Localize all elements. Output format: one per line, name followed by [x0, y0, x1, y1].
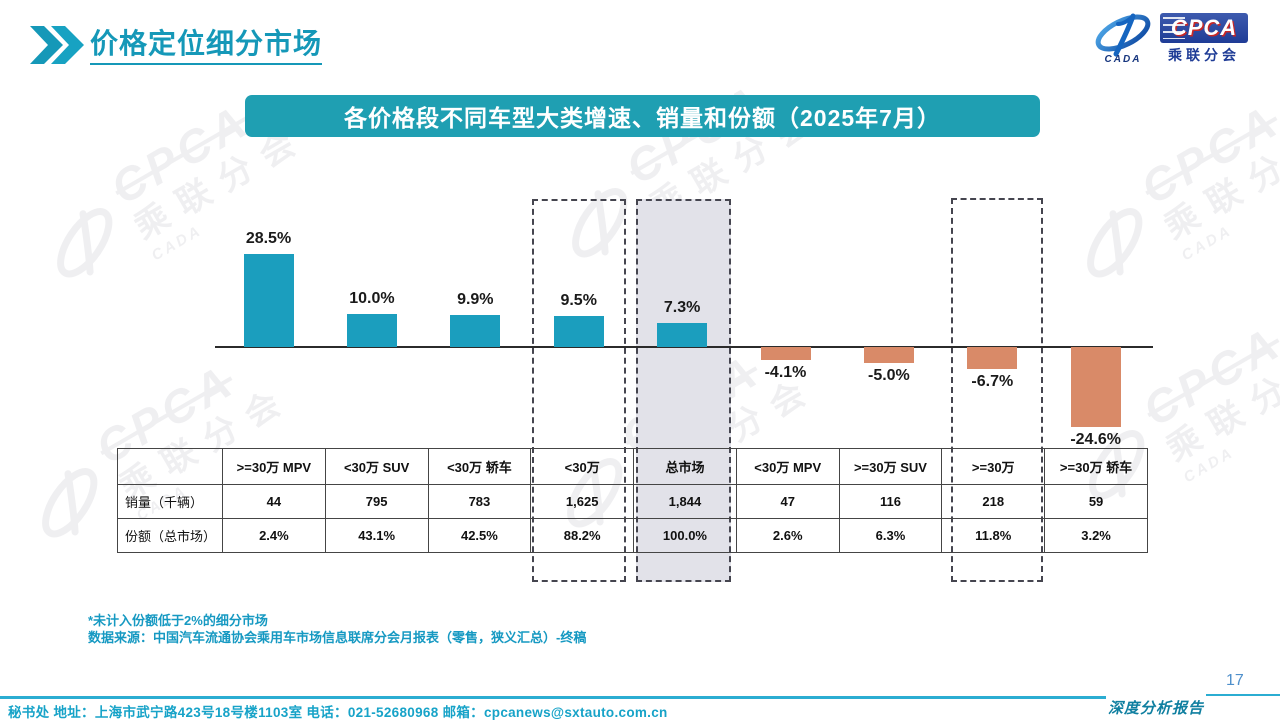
- bar-value-label: -4.1%: [764, 364, 807, 382]
- table-cell: 42.5%: [427, 518, 532, 553]
- table-cell: 783: [427, 484, 532, 519]
- column-header: <30万 SUV: [324, 448, 429, 485]
- table-body: 销量（千辆） 44 795 783 1,625 1,844 47 116 218 59 份额（总市场…: [117, 484, 1148, 553]
- cpca-logo: CADA CPCA 乘联分会: [1092, 12, 1248, 65]
- table-cell: 11.8%: [941, 518, 1046, 553]
- bar->=30万 轿车: [1070, 347, 1121, 428]
- segment-data-table: >=30万 MPV <30万 SUV <30万 轿车 <30万 总市场 <30万 MPV >…: [117, 448, 1148, 553]
- bar-value-label: -5.0%: [867, 367, 910, 385]
- report-label: 深度分析报告: [1108, 699, 1205, 717]
- x-axis-line: [215, 346, 1153, 348]
- table-cell: 116: [838, 484, 943, 519]
- footer-divider: [0, 696, 1106, 699]
- table-cell: 6.3%: [838, 518, 943, 553]
- cada-logo-mark: CADA: [1092, 12, 1154, 65]
- watermark-swoosh-icon: [1086, 207, 1143, 278]
- table-cell: 47: [735, 484, 840, 519]
- table-cell: 218: [941, 484, 1046, 519]
- footer-contact: 秘书处 地址：上海市武宁路423号18号楼1103室 电话：021-526809…: [8, 705, 668, 720]
- table-corner-cell: [117, 448, 223, 485]
- header: 价格定位细分市场: [30, 26, 323, 65]
- bar-value-label: -6.7%: [971, 372, 1014, 390]
- table-cell: 2.6%: [735, 518, 840, 553]
- table-cell: 795: [324, 484, 429, 519]
- double-chevron-icon: [30, 26, 84, 64]
- cpca-logo-text: CPCA 乘联分会: [1160, 12, 1248, 65]
- table-row: 份额（总市场） 2.4% 43.1% 42.5% 88.2% 100.0% 2.6% 6.3%…: [117, 518, 1148, 553]
- cpca-wordmark: CPCA: [1160, 12, 1248, 43]
- bar-value-label: 7.3%: [663, 299, 701, 317]
- data-source: 数据来源：中国汽车流通协会乘用车市场信息联席分会月报表（零售，狭义汇总）-终稿: [88, 630, 587, 645]
- column-header: <30万 MPV: [735, 448, 840, 485]
- bar-<30万: [553, 316, 604, 347]
- bar-value-label: 28.5%: [245, 230, 292, 248]
- watermark-swoosh-icon: [56, 207, 113, 278]
- bar-value-label: 10.0%: [349, 290, 395, 308]
- column-header: <30万 轿车: [427, 448, 532, 485]
- bar-value-label: 9.5%: [560, 292, 597, 310]
- bar->=30万: [967, 347, 1018, 369]
- notes-block: *未计入份额低于2%的细分市场 数据来源：中国汽车流通协会乘用车市场信息联席分会…: [88, 612, 586, 646]
- column-header: >=30万 SUV: [838, 448, 943, 485]
- column-header: >=30万 轿车: [1044, 448, 1148, 485]
- page-number: 17: [1226, 672, 1244, 689]
- bar-value-label: -24.6%: [1070, 431, 1122, 449]
- table-row: 销量（千辆） 44 795 783 1,625 1,844 47 116 218 59: [117, 484, 1148, 519]
- column-header: >=30万: [941, 448, 1046, 485]
- chart-title-banner: 各价格段不同车型大类增速、销量和份额（2025年7月）: [245, 95, 1040, 137]
- watermark-swoosh-icon: [571, 187, 628, 258]
- table-cell: 3.2%: [1044, 518, 1148, 553]
- highlight-box-under-30w: [532, 199, 626, 582]
- table-cell: 43.1%: [324, 518, 429, 553]
- column-header: <30万: [530, 448, 635, 485]
- column-header: 总市场: [633, 448, 737, 485]
- watermark-swoosh-icon: [41, 467, 98, 538]
- table-cell: 1,625: [530, 484, 635, 519]
- table-cell: 1,844: [633, 484, 737, 519]
- highlight-box-over-30w: [951, 198, 1043, 582]
- table-cell: 100.0%: [633, 518, 737, 553]
- table-cell: 44: [222, 484, 326, 519]
- bar-<30万 MPV: [760, 347, 811, 361]
- table-cell: 2.4%: [222, 518, 326, 553]
- cada-swoosh-icon: [1095, 13, 1151, 57]
- table-header-row: >=30万 MPV <30万 SUV <30万 轿车 <30万 总市场 <30万 MPV >…: [117, 448, 1148, 485]
- bar-value-label: 9.9%: [457, 290, 494, 308]
- bar-总市场: [657, 323, 708, 347]
- bar->=30万 MPV: [243, 254, 294, 347]
- row-label: 销量（千辆）: [117, 484, 223, 519]
- table-cell: 88.2%: [530, 518, 635, 553]
- bar->=30万 SUV: [863, 347, 914, 364]
- table-cell: 59: [1044, 484, 1148, 519]
- row-label: 份额（总市场）: [117, 518, 223, 553]
- column-header: >=30万 MPV: [222, 448, 326, 485]
- footer-divider-right: [1206, 694, 1280, 696]
- bar-<30万 轿车: [450, 314, 501, 347]
- footnote: *未计入份额低于2%的细分市场: [88, 613, 268, 628]
- page-title: 价格定位细分市场: [90, 26, 323, 65]
- cpca-subtitle: 乘联分会: [1168, 46, 1240, 63]
- bar-<30万 SUV: [346, 314, 397, 347]
- table-head: >=30万 MPV <30万 SUV <30万 轿车 <30万 总市场 <30万 MPV >…: [117, 448, 1148, 485]
- cada-wordmark: CADA: [1104, 54, 1142, 65]
